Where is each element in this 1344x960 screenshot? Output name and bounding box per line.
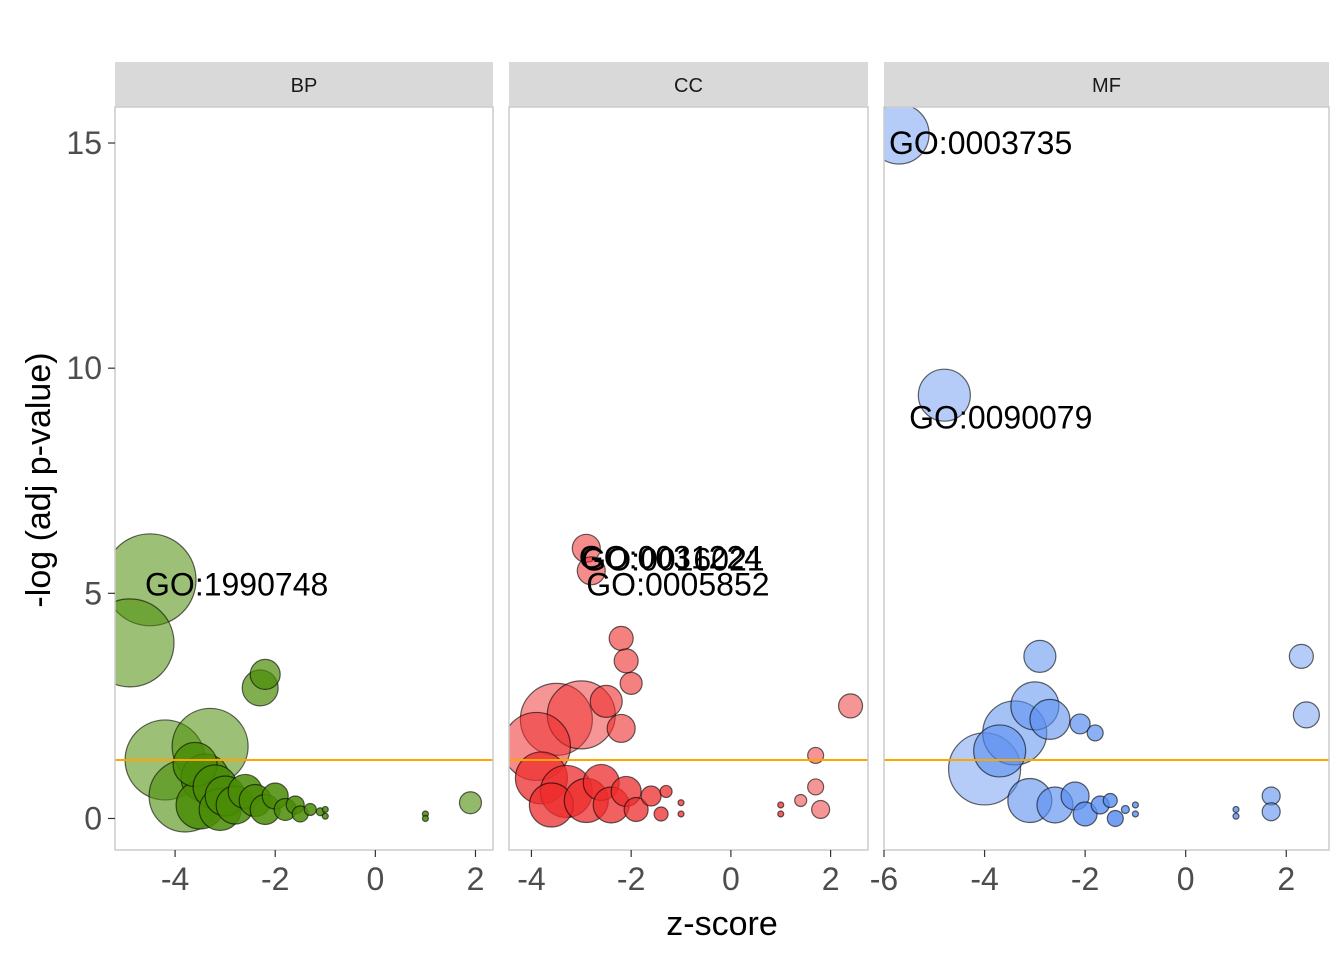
x-tick-label-mf: 0 (1177, 861, 1195, 897)
point-label-bp-0: GO:1990748 (145, 566, 328, 602)
facet-strip-cc (509, 62, 868, 107)
bubble-mf-4 (973, 724, 1027, 778)
panel-content-bp: GO:1990748 (115, 533, 493, 833)
panel-content-mf: GO:0003735 GO:0090079 (884, 107, 1329, 828)
bubble-mf-25 (1232, 812, 1240, 820)
y-tick-label: 10 (66, 350, 102, 386)
bubble-cc-21 (807, 746, 825, 765)
bubble-bp-15 (249, 658, 281, 690)
bubble-bp-24 (321, 812, 329, 820)
x-tick-label-bp: 2 (467, 861, 485, 897)
x-axis-title: z-score (666, 905, 777, 943)
y-axis-title: -log (adj p-value) (20, 352, 58, 607)
x-tick-label-bp: 0 (366, 861, 384, 897)
facet-strip-bp (115, 62, 493, 107)
bubble-cc-28 (777, 801, 785, 809)
x-tick-label-cc: 0 (722, 861, 740, 897)
facet-strip-label-mf: MF (1092, 75, 1121, 97)
bubble-cc-16 (623, 796, 649, 823)
point-label-cc-2: GO:0005852 (586, 566, 769, 602)
bubble-mf-21 (1120, 804, 1130, 815)
bubble-mf-24 (1232, 805, 1240, 814)
x-tick-label-cc: -2 (617, 861, 645, 897)
bubble-mf-18 (1086, 724, 1104, 742)
bubble-cc-13 (606, 713, 636, 744)
x-tick-label-cc: 2 (822, 861, 840, 897)
x-tick-label-mf: -2 (1071, 861, 1099, 897)
bubble-cc-27 (677, 810, 685, 818)
facet-bp: BP GO:1990748 -4 -2 0 2 (114, 62, 494, 897)
bubble-mf-23 (1131, 810, 1140, 818)
facet-strip-label-cc: CC (674, 75, 703, 97)
bubble-mf-3 (917, 368, 971, 422)
bubble-cc-26 (677, 799, 685, 807)
bubble-cc-9 (589, 684, 623, 719)
y-axis: 0 5 10 15 (66, 125, 115, 836)
bubble-cc-25 (794, 793, 808, 808)
point-label-cc-0: GO:0031224 (579, 539, 762, 575)
bubble-cc-29 (777, 810, 785, 818)
bubble-mf-11 (1292, 701, 1320, 729)
x-tick-label-cc: -4 (517, 861, 545, 897)
bubble-mf-14 (1069, 713, 1091, 735)
x-tick-label-mf: -4 (970, 861, 998, 897)
y-tick-label: 5 (84, 575, 102, 611)
bubble-cc-14 (608, 625, 634, 651)
panel-background-mf (884, 107, 1329, 850)
facet-panels: BP GO:1990748 -4 -2 0 2 CC GO:0031224GO:0016021… (114, 62, 1330, 897)
bubble-mf-19 (1106, 809, 1124, 828)
x-tick-label-mf: 2 (1277, 861, 1295, 897)
bubble-mf-13 (1288, 643, 1314, 669)
bubble-mf-7 (1029, 698, 1071, 741)
y-tick-label: 15 (66, 125, 102, 161)
panel-border-cc (508, 106, 869, 851)
x-tick-label-mf: -6 (870, 861, 898, 897)
facet-strip-mf (884, 62, 1329, 107)
bubble-cc-24 (659, 784, 673, 799)
bubble-cc-15 (613, 648, 639, 674)
x-tick-label-bp: -2 (261, 861, 289, 897)
bubble-cc-12 (576, 556, 606, 586)
bubble-bp-22 (303, 802, 317, 817)
bubble-cc-23 (653, 806, 669, 822)
bubble-mf-17 (1261, 802, 1281, 822)
bubble-cc-19 (640, 785, 662, 807)
bubble-mf-22 (1131, 801, 1140, 809)
bubble-bp-27 (421, 814, 430, 823)
panel-border-mf (883, 106, 1330, 851)
bubble-cc-20 (811, 799, 831, 820)
point-label-cc-1: GO:0016021 (581, 542, 764, 578)
x-tick-label-bp: -4 (161, 861, 189, 897)
facet-mf: MF GO:0003735 GO:0090079 -6 -4 -2 0 2 (870, 62, 1330, 897)
bubble-mf-2 (884, 107, 930, 165)
bubble-mf-9 (1023, 639, 1057, 673)
bubble-mf-20 (1102, 792, 1118, 809)
panel-border-bp (114, 106, 494, 851)
bubble-bp-1 (115, 598, 175, 688)
point-label-mf-0: GO:0003735 (889, 125, 1072, 161)
bubble-cc-22 (807, 778, 825, 796)
bubble-cc-17 (837, 693, 864, 719)
bubble-cc-18 (619, 671, 643, 695)
point-label-mf-1: GO:0090079 (909, 400, 1092, 436)
y-tick-label: 0 (84, 800, 102, 836)
facet-strip-label-bp: BP (291, 75, 318, 97)
bubble-bp-19 (458, 791, 483, 815)
bubble-bp-25 (321, 805, 329, 814)
